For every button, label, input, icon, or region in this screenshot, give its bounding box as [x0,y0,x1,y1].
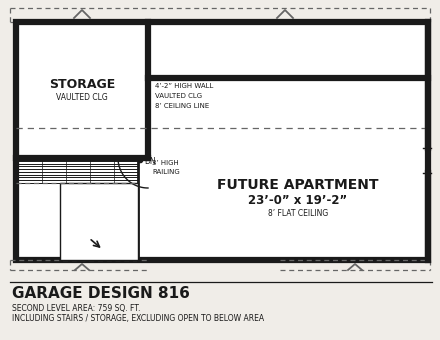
Text: FUTURE APARTMENT: FUTURE APARTMENT [217,178,379,192]
Text: VAULTED CLG: VAULTED CLG [155,93,202,99]
Text: RAILING: RAILING [152,169,180,175]
Text: BELOW: BELOW [84,223,114,233]
Bar [60,183,138,260]
Text: DN: DN [144,156,156,166]
Text: SECOND LEVEL AREA: 759 SQ. FT.: SECOND LEVEL AREA: 759 SQ. FT. [12,304,140,312]
Text: VAULTED CLG: VAULTED CLG [56,92,108,102]
Text: 3’ HIGH: 3’ HIGH [152,160,179,166]
Text: 4’-2” HIGH WALL: 4’-2” HIGH WALL [155,83,213,89]
Text: 8’ FLAT CEILING: 8’ FLAT CEILING [268,208,328,218]
Text: GARAGE DESIGN 816: GARAGE DESIGN 816 [12,286,190,301]
Bar [16,22,428,260]
Text: STORAGE: STORAGE [49,79,115,91]
Text: 8’ CEILING LINE: 8’ CEILING LINE [63,184,112,188]
Text: 8’ CEILING LINE: 8’ CEILING LINE [155,103,209,109]
Text: 23’-0” x 19’-2”: 23’-0” x 19’-2” [248,193,348,206]
Text: INCLUDING STAIRS / STORAGE, EXCLUDING OPEN TO BELOW AREA: INCLUDING STAIRS / STORAGE, EXCLUDING OP… [12,313,264,323]
Text: OPEN TO: OPEN TO [80,214,118,222]
